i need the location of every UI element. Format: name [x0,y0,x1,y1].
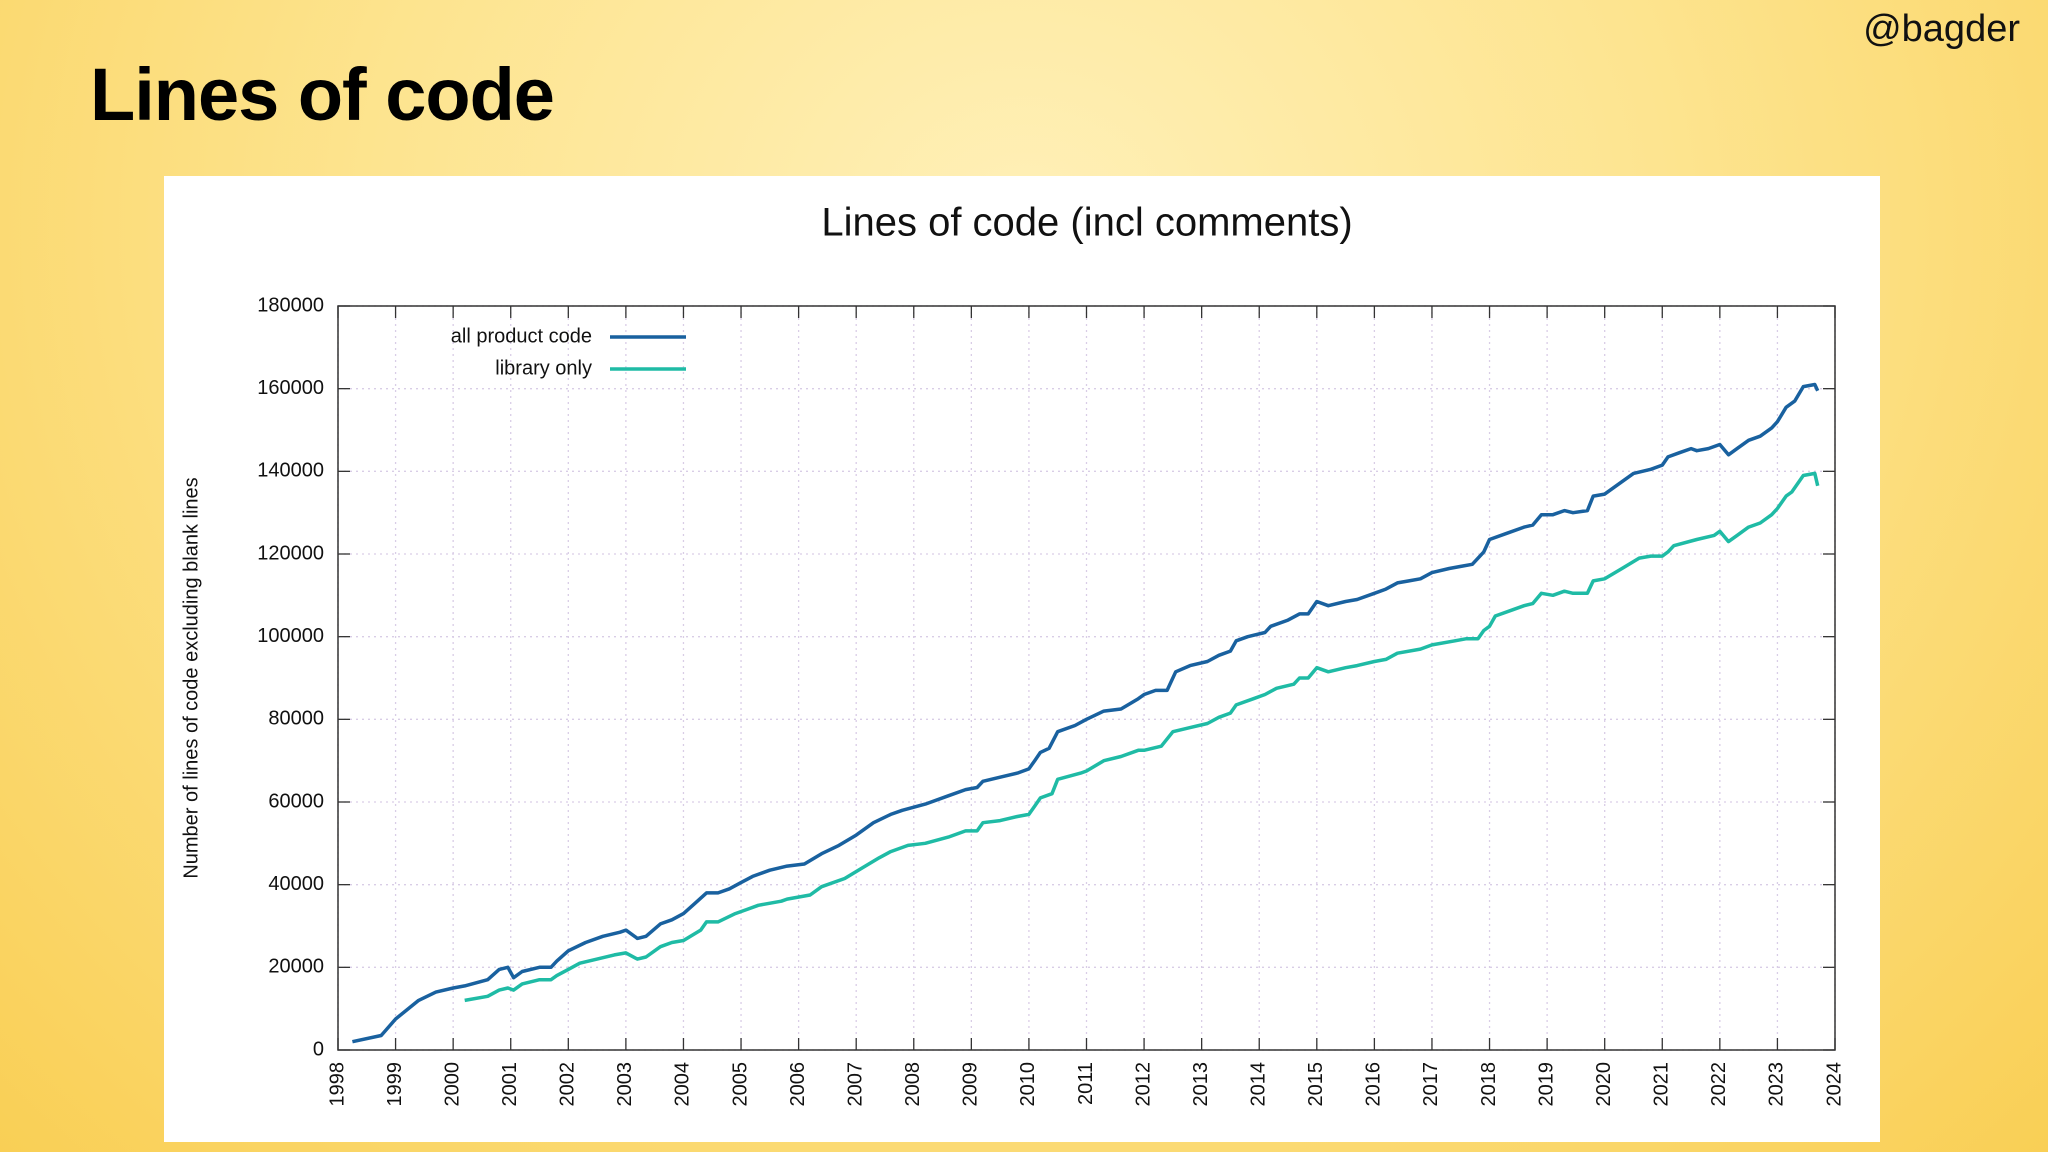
chart-panel [164,176,1880,1142]
y-tick-label: 0 [313,1038,324,1060]
x-tick-label: 2013 [1190,1062,1212,1107]
slide-title: Lines of code [90,53,555,136]
x-tick-label: 2001 [499,1062,521,1107]
x-tick-label: 2019 [1535,1062,1557,1107]
x-tick-label: 2018 [1478,1062,1500,1107]
x-tick-label: 2008 [902,1062,924,1107]
y-tick-label: 100000 [257,625,324,647]
x-tick-label: 2002 [557,1062,579,1107]
chart-title: Lines of code (incl comments) [821,201,1352,245]
x-tick-label: 2010 [1017,1062,1039,1107]
y-tick-label: 40000 [268,873,324,895]
author-handle: @bagder [1863,8,2020,50]
x-tick-label: 2014 [1248,1062,1270,1107]
y-tick-label: 140000 [257,460,324,482]
y-tick-label: 60000 [268,790,324,812]
y-tick-label: 80000 [268,708,324,730]
x-tick-label: 2000 [441,1062,463,1107]
legend-label: library only [495,357,592,379]
x-tick-label: 1998 [326,1062,348,1107]
plot-frame [337,305,1836,1051]
x-tick-label: 2021 [1651,1062,1673,1107]
legend-label: all product code [451,325,592,347]
x-tick-label: 2012 [1132,1062,1154,1107]
y-axis-label: Number of lines of code excluding blank … [180,477,202,878]
series-line [352,382,1820,1044]
x-tick-label: 2005 [729,1062,751,1107]
x-tick-label: 2020 [1593,1062,1615,1107]
x-tick-label: 2022 [1708,1062,1730,1107]
x-tick-label: 2015 [1305,1062,1327,1107]
series-line [464,471,1820,1003]
x-tick-label: 2006 [787,1062,809,1107]
y-tick-label: 120000 [257,542,324,564]
x-tick-label: 2024 [1823,1062,1845,1107]
x-tick-label: 2003 [614,1062,636,1107]
y-tick-label: 180000 [257,294,324,316]
x-tick-label: 2016 [1363,1062,1385,1107]
x-tick-label: 2023 [1766,1062,1788,1107]
x-tick-label: 2017 [1420,1062,1442,1107]
x-tick-label: 2009 [960,1062,982,1107]
x-tick-label: 1999 [384,1062,406,1107]
x-tick-label: 2007 [844,1062,866,1107]
y-tick-label: 20000 [268,956,324,978]
x-tick-label: 2004 [672,1062,694,1107]
y-tick-label: 160000 [257,377,324,399]
x-tick-label: 2011 [1075,1062,1097,1105]
